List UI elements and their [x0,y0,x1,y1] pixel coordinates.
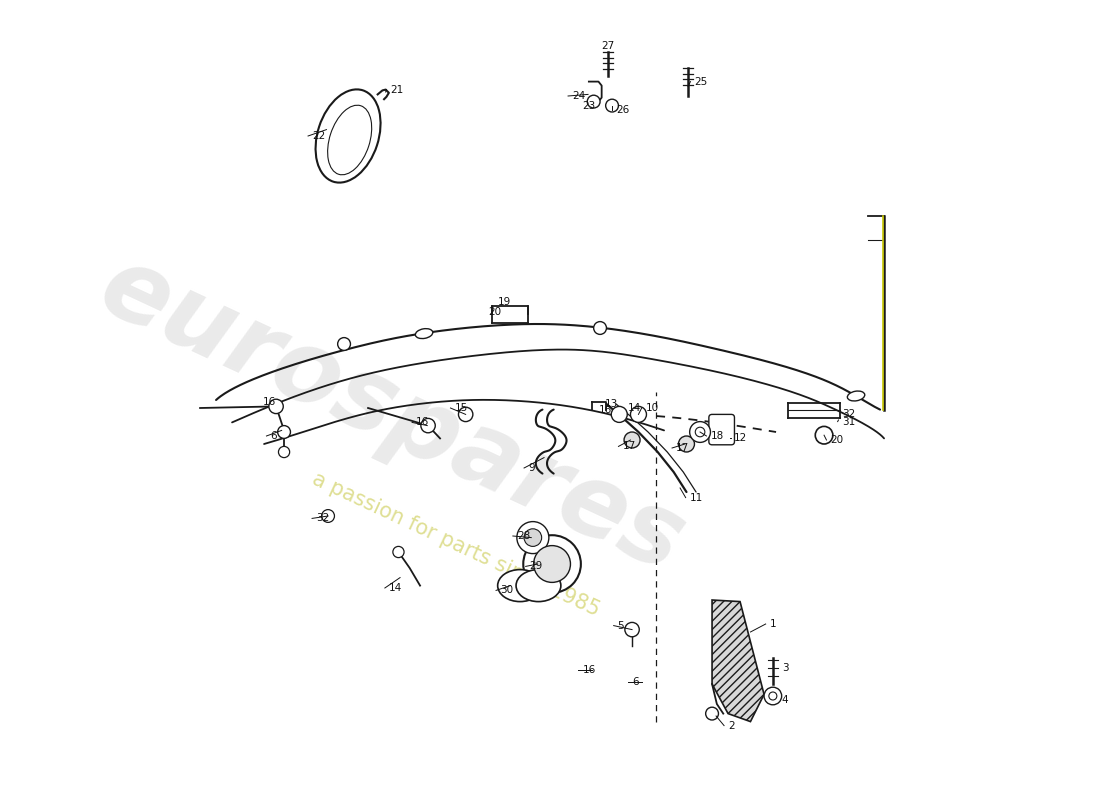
Circle shape [338,338,351,350]
Circle shape [277,426,290,438]
Text: 4: 4 [782,695,789,705]
Circle shape [587,95,601,108]
Text: 20: 20 [830,435,844,445]
Ellipse shape [847,391,865,401]
Circle shape [679,436,694,452]
Circle shape [706,707,718,720]
Circle shape [594,322,606,334]
Text: 22: 22 [312,131,326,141]
Circle shape [268,399,284,414]
Text: 21: 21 [390,85,404,94]
Text: 14: 14 [389,583,403,593]
Circle shape [690,422,711,442]
Ellipse shape [416,329,432,338]
Circle shape [764,687,782,705]
Text: 31: 31 [842,417,855,426]
Ellipse shape [497,570,542,602]
Text: 27: 27 [602,42,615,51]
Circle shape [393,546,404,558]
Text: 10: 10 [646,403,659,413]
Text: 16: 16 [416,418,429,427]
Circle shape [534,546,571,582]
Text: 3: 3 [782,663,789,673]
Ellipse shape [316,90,381,182]
Circle shape [630,406,647,422]
Text: 15: 15 [454,403,467,413]
Text: eurospares: eurospares [85,238,700,594]
Circle shape [606,99,618,112]
Text: 9: 9 [528,463,535,473]
Text: 2: 2 [728,721,735,730]
Text: 30: 30 [500,586,514,595]
Text: 16: 16 [583,666,596,675]
Text: 18: 18 [711,431,724,441]
Circle shape [769,692,777,700]
Circle shape [624,432,640,448]
Text: 5: 5 [618,621,625,630]
Circle shape [625,622,639,637]
Circle shape [459,407,473,422]
Text: 25: 25 [694,77,707,86]
Text: 17: 17 [676,443,690,453]
Text: 28: 28 [517,531,530,541]
Polygon shape [712,600,764,722]
Circle shape [695,427,705,437]
Text: 6: 6 [632,677,639,686]
Text: 24: 24 [572,91,585,101]
Text: 16: 16 [263,397,276,406]
Text: 29: 29 [530,562,543,571]
Text: 1: 1 [770,619,777,629]
Circle shape [421,418,436,433]
Text: 11: 11 [690,493,703,502]
Text: 14: 14 [628,403,641,413]
Text: 6: 6 [271,431,277,441]
Ellipse shape [516,570,561,602]
Text: 12: 12 [734,434,747,443]
Circle shape [612,406,627,422]
Circle shape [321,510,334,522]
Circle shape [278,446,289,458]
Ellipse shape [328,106,372,174]
Circle shape [524,529,541,546]
Text: 19: 19 [497,298,510,307]
Text: 17: 17 [623,442,636,451]
Text: a passion for parts since 1985: a passion for parts since 1985 [309,468,603,620]
Text: 32: 32 [316,514,329,523]
Text: 32: 32 [842,409,855,418]
Text: 23: 23 [583,101,596,110]
Text: 16: 16 [598,406,612,415]
Text: 13: 13 [605,399,618,409]
Circle shape [524,535,581,593]
FancyBboxPatch shape [708,414,735,445]
Circle shape [517,522,549,554]
Text: 20: 20 [488,307,502,317]
Text: 26: 26 [616,106,629,115]
Circle shape [815,426,833,444]
